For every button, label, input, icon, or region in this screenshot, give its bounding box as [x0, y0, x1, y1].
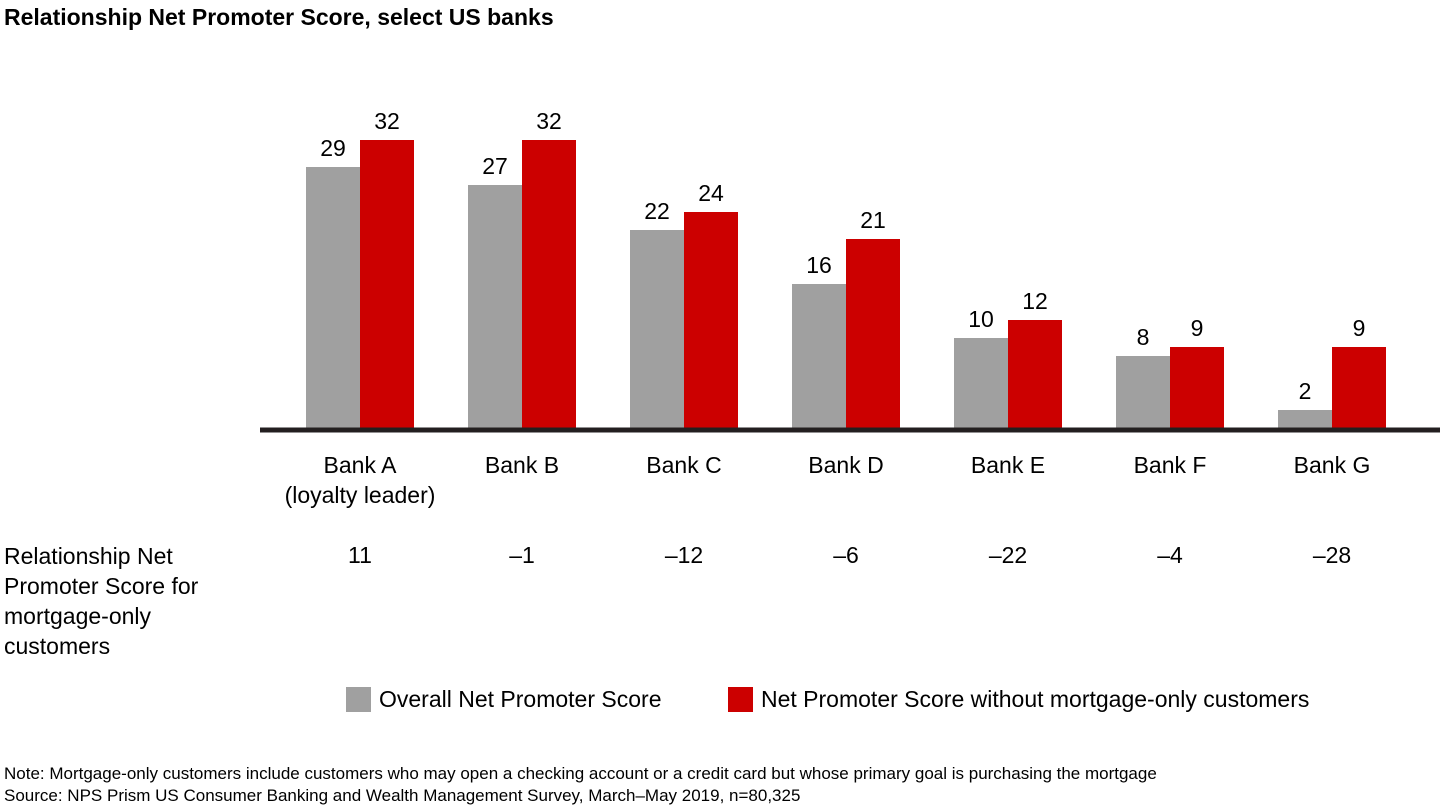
- category-label-5: Bank F: [1134, 452, 1207, 478]
- value-label-without-mortgage-3: 21: [860, 207, 886, 233]
- mortgage-only-value-0: 11: [348, 542, 372, 568]
- mortgage-only-value-5: –4: [1157, 542, 1183, 568]
- legend: Overall Net Promoter Score Net Promoter …: [0, 686, 1440, 716]
- mortgage-only-value-4: –22: [989, 542, 1027, 568]
- legend-swatch-without-mortgage: [728, 687, 753, 712]
- bar-without-mortgage-0: [360, 140, 414, 428]
- mortgage-only-value-6: –28: [1313, 542, 1351, 568]
- legend-swatch-overall: [346, 687, 371, 712]
- bar-overall-3: [792, 284, 846, 428]
- value-label-without-mortgage-1: 32: [536, 108, 562, 134]
- category-label-1: Bank B: [485, 452, 559, 478]
- value-label-overall-2: 22: [644, 198, 670, 224]
- value-label-overall-3: 16: [806, 252, 832, 278]
- category-label-3: Bank D: [808, 452, 883, 478]
- bar-without-mortgage-3: [846, 239, 900, 428]
- bar-without-mortgage-6: [1332, 347, 1386, 428]
- mortgage-only-values-group: 11 –1 –12 –6 –22 –4 –28: [348, 542, 1351, 568]
- mortgage-only-row-label: Relationship Net Promoter Score for mort…: [4, 543, 199, 659]
- value-label-overall-5: 8: [1137, 324, 1150, 350]
- category-label-0-line1: (loyalty leader): [285, 482, 436, 508]
- legend-item-without-mortgage: Net Promoter Score without mortgage-only…: [728, 686, 1309, 713]
- category-labels-group: Bank A (loyalty leader) Bank B Bank C Bank D…: [285, 452, 1371, 508]
- value-label-without-mortgage-2: 24: [698, 180, 724, 206]
- category-label-0: Bank A: [324, 452, 398, 478]
- bar-overall-6: [1278, 410, 1332, 428]
- bars-group: [306, 140, 1386, 428]
- bar-without-mortgage-1: [522, 140, 576, 428]
- category-label-6: Bank G: [1294, 452, 1371, 478]
- category-label-4: Bank E: [971, 452, 1045, 478]
- footnote-note: Note: Mortgage-only customers include cu…: [4, 764, 1157, 783]
- value-label-without-mortgage-0: 32: [374, 108, 400, 134]
- value-label-overall-1: 27: [482, 153, 508, 179]
- chart-title: Relationship Net Promoter Score, select …: [4, 4, 554, 30]
- value-label-overall-4: 10: [968, 306, 994, 332]
- bar-overall-5: [1116, 356, 1170, 428]
- bar-without-mortgage-4: [1008, 320, 1062, 428]
- value-label-without-mortgage-6: 9: [1353, 315, 1366, 341]
- bar-overall-2: [630, 230, 684, 428]
- mortgage-only-value-3: –6: [833, 542, 859, 568]
- value-label-overall-0: 29: [320, 135, 346, 161]
- mortgage-only-value-1: –1: [509, 542, 535, 568]
- bar-without-mortgage-5: [1170, 347, 1224, 428]
- bar-without-mortgage-2: [684, 212, 738, 428]
- legend-label-without-mortgage: Net Promoter Score without mortgage-only…: [761, 686, 1310, 712]
- bar-overall-1: [468, 185, 522, 428]
- value-label-without-mortgage-5: 9: [1191, 315, 1204, 341]
- legend-label-overall: Overall Net Promoter Score: [379, 686, 662, 712]
- legend-item-overall: Overall Net Promoter Score: [346, 686, 661, 713]
- bar-overall-4: [954, 338, 1008, 428]
- mortgage-only-value-2: –12: [665, 542, 703, 568]
- bar-overall-0: [306, 167, 360, 428]
- value-label-overall-6: 2: [1299, 378, 1312, 404]
- value-label-without-mortgage-4: 12: [1022, 288, 1048, 314]
- category-label-2: Bank C: [646, 452, 721, 478]
- footnote-source: Source: NPS Prism US Consumer Banking an…: [4, 786, 801, 805]
